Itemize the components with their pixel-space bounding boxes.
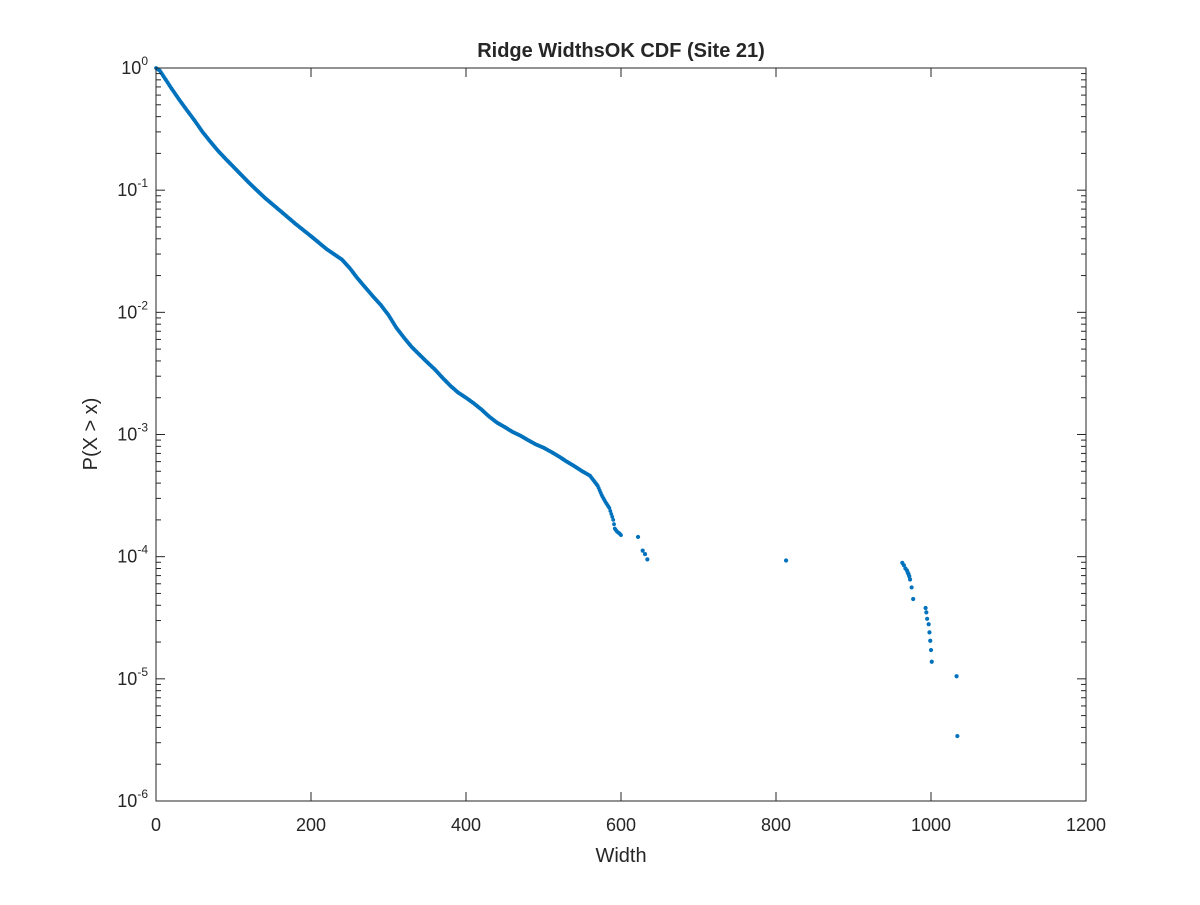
scatter-point — [928, 638, 933, 643]
y-tick-label-exponent: -4 — [137, 543, 148, 557]
y-tick-label-exponent: -5 — [137, 665, 148, 679]
scatter-point — [635, 534, 641, 540]
scatter-point — [954, 674, 959, 679]
data-marks — [154, 66, 960, 739]
scatter-point — [955, 733, 960, 739]
scatter-point — [642, 551, 648, 557]
scatter-point — [783, 558, 789, 563]
scatter-point — [923, 605, 928, 611]
x-tick-label: 1000 — [911, 815, 951, 835]
y-tick-label-exponent: -3 — [137, 421, 148, 435]
plot-frame — [155, 67, 1087, 802]
chart-title: Ridge WidthsOK CDF (Site 21) — [477, 40, 765, 62]
y-tick-label-exponent: -1 — [137, 176, 148, 190]
curve-point — [612, 522, 616, 527]
plot-background — [156, 68, 1086, 801]
x-tick-label: 800 — [761, 815, 791, 835]
x-tick-label: 1200 — [1066, 815, 1106, 835]
scatter-point — [911, 596, 916, 602]
scatter-point — [645, 557, 650, 562]
y-tick-label-base: 10 — [117, 791, 137, 811]
y-tick-label: 10-5 — [117, 665, 148, 689]
x-tick-label: 200 — [296, 815, 326, 835]
curve-point — [619, 533, 623, 538]
scatter-point — [640, 548, 645, 553]
scatter-point — [907, 577, 913, 582]
y-tick-label-base: 10 — [121, 58, 141, 78]
x-tick-label: 600 — [606, 815, 636, 835]
curve-point — [610, 515, 615, 519]
y-tick-label: 10-2 — [117, 298, 148, 322]
x-tick-label: 0 — [151, 815, 161, 835]
y-tick-label-exponent: -2 — [137, 298, 148, 312]
x-tick-label: 400 — [451, 815, 481, 835]
scatter-point — [925, 616, 930, 621]
y-axis-label: P(X > x) — [80, 398, 102, 471]
curve-point — [609, 512, 614, 516]
y-tick-label: 10-6 — [117, 787, 148, 811]
y-tick-label-exponent: -6 — [137, 787, 148, 801]
curve-point — [608, 509, 613, 513]
y-tick-label: 10-1 — [117, 176, 148, 200]
scatter-point — [927, 630, 932, 635]
scatter-point — [907, 574, 912, 579]
tick-labels: 0 200 400 600 800 1000 120010-610-510-410-310-… — [117, 54, 1106, 835]
y-tick-label-base: 10 — [117, 180, 137, 200]
scatter-point — [901, 563, 906, 568]
scatter-point — [929, 659, 934, 664]
scatter-point — [926, 622, 931, 627]
y-tick-label: 100 — [121, 54, 148, 78]
scatter-point — [924, 610, 929, 615]
y-tick-label-exponent: 0 — [141, 54, 148, 68]
scatter-point — [928, 647, 934, 653]
y-tick-label: 10-3 — [117, 421, 148, 445]
x-axis-label: Width — [595, 845, 646, 867]
y-tick-label-base: 10 — [117, 669, 137, 689]
y-tick-label-base: 10 — [117, 547, 137, 567]
y-tick-label-base: 10 — [117, 302, 137, 322]
scatter-point — [909, 585, 914, 590]
y-tick-label: 10-4 — [117, 543, 148, 567]
y-tick-label-base: 10 — [117, 425, 137, 445]
curve-point — [607, 506, 612, 510]
curve-point — [611, 517, 616, 522]
